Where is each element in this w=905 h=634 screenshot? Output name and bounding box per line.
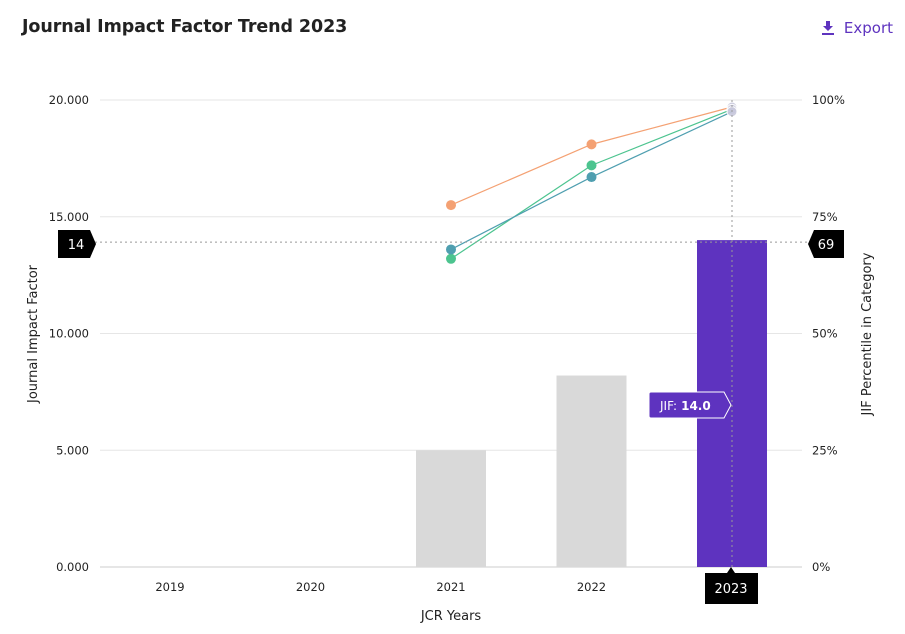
percentile-point [446, 253, 456, 264]
bar-2022 [556, 375, 627, 567]
jif-tooltip-label: JIF: [659, 399, 677, 413]
x-tick-label: 2022 [577, 580, 606, 594]
export-label: Export [843, 19, 893, 37]
percentile-point [586, 139, 597, 150]
y-axis-title: Journal Impact Factor [26, 264, 41, 404]
y-right-tick-label: 50% [812, 327, 838, 341]
left-value-label: 14 [68, 238, 85, 253]
bar-2021 [416, 450, 486, 567]
y-tick-label: 0.000 [56, 560, 89, 574]
y-tick-label: 15.000 [49, 210, 89, 224]
percentile-point [446, 244, 456, 255]
x-value-marker [705, 567, 758, 604]
percentile-line-0 [450, 106, 733, 206]
y-right-tick-label: 75% [812, 210, 838, 224]
x-tick-label: 2021 [436, 580, 465, 594]
percentile-point [586, 172, 597, 183]
right-value-marker [808, 230, 844, 258]
y-tick-label: 10.000 [49, 327, 89, 341]
y-right-tick-label: 25% [812, 443, 838, 457]
y-right-axis-title: JIF Percentile in Category [860, 252, 875, 416]
jif-tooltip [648, 391, 732, 419]
left-value-marker [58, 230, 96, 258]
x-axis-title: JCR Years [420, 609, 482, 624]
jif-tooltip-value: 14.0 [681, 399, 711, 413]
percentile-lines [446, 101, 738, 264]
axes: 0.000 0%5.000 25%10.000 50%15.000 75%20.000 1… [26, 93, 875, 624]
y-tick-label: 5.000 [56, 443, 89, 457]
percentile-point [586, 160, 597, 171]
x-value-label: 2023 [714, 582, 747, 597]
y-right-tick-label: 0% [812, 560, 830, 574]
crosshair-overlay: 14 69 2023 JIF: 14.0 [58, 100, 844, 604]
x-tick-label: 2019 [155, 580, 184, 594]
export-button[interactable]: Export [821, 19, 893, 37]
y-right-tick-label: 100% [812, 93, 845, 107]
page-title: Journal Impact Factor Trend 2023 [22, 17, 348, 37]
x-tick-label: 2020 [296, 580, 325, 594]
bars [416, 240, 767, 567]
right-value-label: 69 [818, 238, 835, 253]
jif-tooltip-text: JIF: 14.0 [659, 399, 711, 413]
percentile-point [446, 200, 456, 211]
y-tick-label: 20.000 [49, 93, 89, 107]
download-icon [821, 21, 834, 35]
